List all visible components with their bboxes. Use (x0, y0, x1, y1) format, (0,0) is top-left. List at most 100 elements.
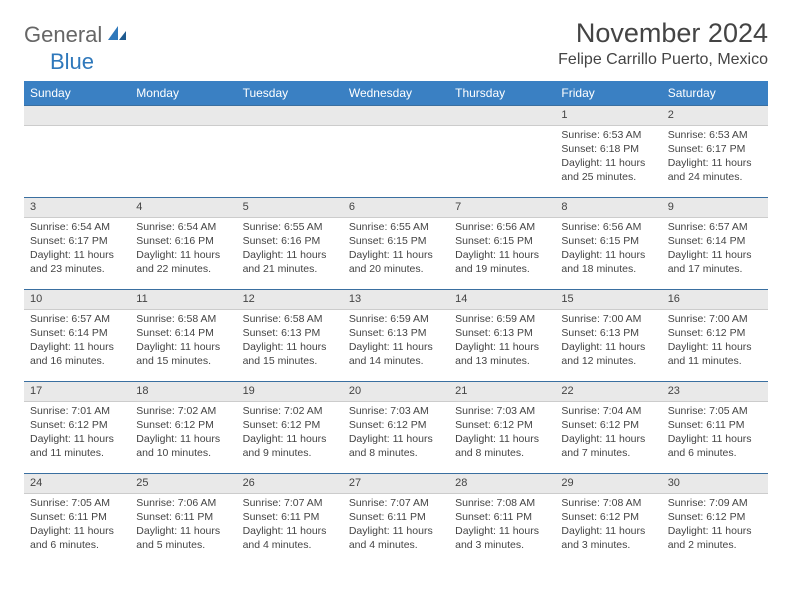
cell-line: Daylight: 11 hours and 5 minutes. (136, 524, 230, 552)
cell-body: Sunrise: 6:54 AMSunset: 6:16 PMDaylight:… (130, 218, 236, 281)
day-header: Wednesday (343, 81, 449, 105)
cell-line: Sunset: 6:16 PM (243, 234, 337, 248)
cell-body (24, 126, 130, 132)
day-number: 24 (24, 473, 130, 494)
day-number: 7 (449, 197, 555, 218)
calendar-cell: 13Sunrise: 6:59 AMSunset: 6:13 PMDayligh… (343, 289, 449, 381)
cell-line: Daylight: 11 hours and 8 minutes. (455, 432, 549, 460)
logo-text-general: General (24, 22, 102, 48)
cell-line: Sunset: 6:12 PM (561, 510, 655, 524)
cell-line: Sunrise: 6:53 AM (561, 128, 655, 142)
cell-line: Sunset: 6:12 PM (349, 418, 443, 432)
cell-line: Sunrise: 7:05 AM (30, 496, 124, 510)
calendar-cell: 2Sunrise: 6:53 AMSunset: 6:17 PMDaylight… (662, 105, 768, 197)
cell-line: Daylight: 11 hours and 3 minutes. (455, 524, 549, 552)
cell-line: Sunset: 6:13 PM (243, 326, 337, 340)
calendar-cell: 19Sunrise: 7:02 AMSunset: 6:12 PMDayligh… (237, 381, 343, 473)
day-number: 13 (343, 289, 449, 310)
cell-body: Sunrise: 7:00 AMSunset: 6:13 PMDaylight:… (555, 310, 661, 373)
calendar-cell: 17Sunrise: 7:01 AMSunset: 6:12 PMDayligh… (24, 381, 130, 473)
day-number: 16 (662, 289, 768, 310)
cell-body: Sunrise: 7:08 AMSunset: 6:12 PMDaylight:… (555, 494, 661, 557)
cell-line: Sunrise: 7:07 AM (243, 496, 337, 510)
cell-body (343, 126, 449, 132)
cell-body: Sunrise: 7:07 AMSunset: 6:11 PMDaylight:… (343, 494, 449, 557)
calendar-week-row: 3Sunrise: 6:54 AMSunset: 6:17 PMDaylight… (24, 197, 768, 289)
cell-body: Sunrise: 7:03 AMSunset: 6:12 PMDaylight:… (343, 402, 449, 465)
calendar-cell (449, 105, 555, 197)
day-number: 8 (555, 197, 661, 218)
calendar-week-row: 10Sunrise: 6:57 AMSunset: 6:14 PMDayligh… (24, 289, 768, 381)
day-header: Tuesday (237, 81, 343, 105)
cell-line: Sunset: 6:11 PM (668, 418, 762, 432)
cell-line: Sunrise: 6:59 AM (455, 312, 549, 326)
calendar-cell: 27Sunrise: 7:07 AMSunset: 6:11 PMDayligh… (343, 473, 449, 565)
calendar-cell: 29Sunrise: 7:08 AMSunset: 6:12 PMDayligh… (555, 473, 661, 565)
calendar-cell (237, 105, 343, 197)
logo: General (24, 22, 130, 48)
day-number: 22 (555, 381, 661, 402)
calendar-cell: 7Sunrise: 6:56 AMSunset: 6:15 PMDaylight… (449, 197, 555, 289)
calendar-week-row: 24 Sunrise: 7:05 AMSunset: 6:11 PM Dayligh… (24, 473, 768, 565)
calendar-cell: 8Sunrise: 6:56 AMSunset: 6:15 PMDaylight… (555, 197, 661, 289)
calendar-week-row: 17Sunrise: 7:01 AMSunset: 6:12 PMDayligh… (24, 381, 768, 473)
cell-line: Daylight: 11 hours and 12 minutes. (561, 340, 655, 368)
calendar-cell: 10Sunrise: 6:57 AMSunset: 6:14 PMDayligh… (24, 289, 130, 381)
cell-body: Sunrise: 7:03 AMSunset: 6:12 PMDaylight:… (449, 402, 555, 465)
day-number: 11 (130, 289, 236, 310)
day-number: 30 (662, 473, 768, 494)
day-header: Sunday (24, 81, 130, 105)
cell-line: Sunset: 6:13 PM (561, 326, 655, 340)
calendar-cell: 18Sunrise: 7:02 AMSunset: 6:12 PMDayligh… (130, 381, 236, 473)
cell-line: Daylight: 11 hours and 25 minutes. (561, 156, 655, 184)
cell-line: Sunrise: 6:58 AM (243, 312, 337, 326)
day-number: 9 (662, 197, 768, 218)
cell-line: Sunset: 6:11 PM (30, 510, 124, 524)
day-number: 4 (130, 197, 236, 218)
cell-line: Sunset: 6:12 PM (561, 418, 655, 432)
cell-line: Sunset: 6:14 PM (30, 326, 124, 340)
cell-line: Sunrise: 7:04 AM (561, 404, 655, 418)
cell-line: Sunset: 6:18 PM (561, 142, 655, 156)
cell-line: Sunset: 6:12 PM (668, 510, 762, 524)
cell-line: Sunrise: 7:03 AM (455, 404, 549, 418)
day-number: 20 (343, 381, 449, 402)
day-number: 6 (343, 197, 449, 218)
cell-line: Sunrise: 7:02 AM (136, 404, 230, 418)
cell-line: Daylight: 11 hours and 15 minutes. (243, 340, 337, 368)
cell-line: Sunrise: 6:54 AM (136, 220, 230, 234)
cell-line: Daylight: 11 hours and 19 minutes. (455, 248, 549, 276)
cell-line: Daylight: 11 hours and 6 minutes. (668, 432, 762, 460)
cell-line: Sunrise: 7:01 AM (30, 404, 124, 418)
calendar-cell (343, 105, 449, 197)
calendar-body: 1Sunrise: 6:53 AMSunset: 6:18 PMDaylight… (24, 105, 768, 565)
calendar-cell: 3Sunrise: 6:54 AMSunset: 6:17 PMDaylight… (24, 197, 130, 289)
day-number (130, 105, 236, 126)
cell-line: Sunrise: 6:54 AM (30, 220, 124, 234)
cell-line: Daylight: 11 hours and 2 minutes. (668, 524, 762, 552)
cell-line: Sunrise: 7:00 AM (668, 312, 762, 326)
cell-line: Sunset: 6:12 PM (136, 418, 230, 432)
cell-line: Daylight: 11 hours and 21 minutes. (243, 248, 337, 276)
cell-body (237, 126, 343, 132)
day-number (449, 105, 555, 126)
cell-line: Daylight: 11 hours and 4 minutes. (243, 524, 337, 552)
day-number: 21 (449, 381, 555, 402)
day-header: Saturday (662, 81, 768, 105)
calendar-cell: 22Sunrise: 7:04 AMSunset: 6:12 PMDayligh… (555, 381, 661, 473)
cell-body: Sunrise: 6:58 AMSunset: 6:13 PMDaylight:… (237, 310, 343, 373)
cell-body: Sunrise: 7:02 AMSunset: 6:12 PMDaylight:… (237, 402, 343, 465)
cell-line: Sunrise: 6:56 AM (455, 220, 549, 234)
cell-body: Sunrise: 7:06 AMSunset: 6:11 PMDaylight:… (130, 494, 236, 557)
calendar-cell: 4Sunrise: 6:54 AMSunset: 6:16 PMDaylight… (130, 197, 236, 289)
cell-line: Sunrise: 7:07 AM (349, 496, 443, 510)
cell-line: Sunrise: 7:09 AM (668, 496, 762, 510)
day-number: 2 (662, 105, 768, 126)
logo-text-blue: Blue (50, 49, 94, 74)
day-number: 18 (130, 381, 236, 402)
cell-line: Sunset: 6:12 PM (668, 326, 762, 340)
cell-line: Sunrise: 6:57 AM (30, 312, 124, 326)
cell-line: Daylight: 11 hours and 4 minutes. (349, 524, 443, 552)
cell-body: Sunrise: 7:05 AMSunset: 6:11 PMDaylight:… (662, 402, 768, 465)
calendar-cell: 30 Sunrise: 7:09 AMSunset: 6:12 PMDayligh… (662, 473, 768, 565)
